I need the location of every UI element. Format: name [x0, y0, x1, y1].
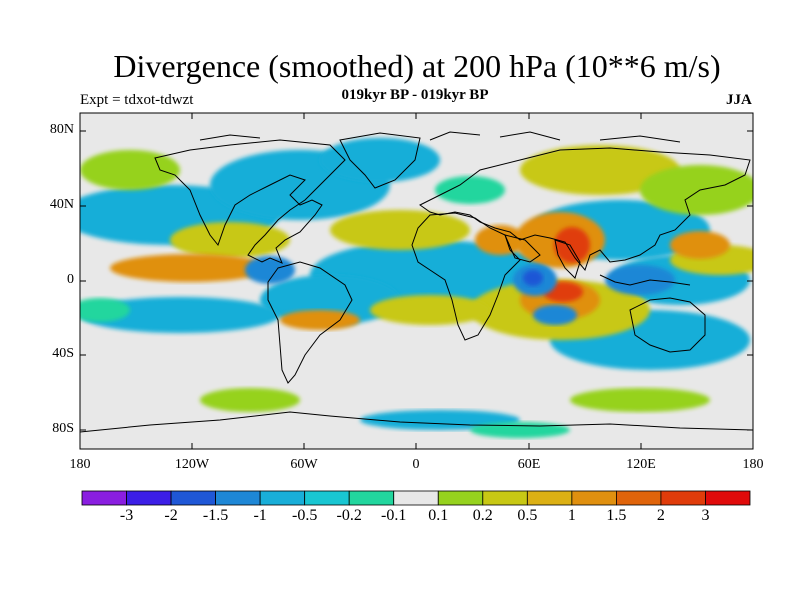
season-label: JJA: [726, 92, 752, 108]
experiment-label: Expt = tdxot-tdwzt: [80, 92, 194, 108]
colorbar-label: -0.2: [336, 507, 362, 524]
colorbar-swatch: [170, 490, 216, 506]
field-layer: [80, 113, 753, 449]
colorbar-swatch: [304, 490, 350, 506]
field-patch: [320, 138, 440, 182]
coastline-south-america: [267, 261, 353, 384]
colorbar-label: -0.1: [381, 507, 407, 524]
coastline-antarctica: [80, 411, 753, 433]
field-patch: [670, 231, 730, 259]
field-patch: [110, 254, 270, 282]
colorbar-swatch: [348, 490, 395, 506]
field-patch: [80, 298, 130, 322]
lon-label-120w: 120W: [174, 457, 210, 472]
field-patch: [523, 270, 543, 286]
coastline-greenland: [339, 132, 421, 189]
lat-label-40n: 40N: [49, 197, 74, 212]
colorbar-swatch: [259, 490, 306, 506]
coastline-north-america: [154, 139, 346, 264]
coastlines: [80, 131, 753, 433]
coastline-arctic-islands: [199, 131, 681, 143]
field-patch: [520, 145, 680, 195]
colorbar-label: 0.1: [428, 507, 449, 524]
colorbar-label: 3: [701, 507, 710, 524]
field-patch: [533, 305, 577, 325]
colorbar-swatch: [393, 490, 439, 506]
colorbar-label: -1.5: [202, 507, 229, 524]
colorbar-swatch: [616, 490, 662, 506]
colorbar-label: 0.2: [472, 507, 493, 524]
coastline-australia: [629, 297, 706, 353]
colorbar-swatch: [437, 490, 484, 506]
colorbar-label: 1.5: [606, 507, 627, 524]
lon-label-0: 0: [412, 457, 420, 472]
colorbar-swatch: [526, 490, 573, 506]
colorbar-swatch: [482, 490, 528, 506]
period-subtitle: 019kyr BP - 019kyr BP: [341, 87, 489, 103]
field-patch: [605, 265, 675, 295]
field-patch: [470, 422, 570, 438]
field-patch: [330, 210, 470, 250]
field-patch: [435, 176, 505, 204]
map-title: Divergence (smoothed) at 200 hPa (10**6 …: [113, 48, 721, 84]
coastline-africa: [411, 212, 521, 341]
colorbar-label: -3: [119, 507, 134, 524]
colorbar-label: -2: [164, 507, 178, 524]
field-patch: [170, 222, 290, 258]
coastline-indonesia: [599, 274, 691, 286]
coastline-eurasia: [419, 147, 751, 272]
lat-label-40s: 40S: [52, 346, 74, 361]
field-patch: [554, 227, 590, 263]
colorbar-swatch: [660, 490, 706, 506]
colorbar-swatch: [81, 490, 127, 506]
lon-label-60e: 60E: [517, 457, 541, 472]
lat-ticks: [80, 130, 753, 431]
field-patch: [80, 297, 280, 333]
field-patch: [200, 388, 300, 412]
lon-label-60w: 60W: [290, 457, 318, 472]
colorbar-swatch: [705, 490, 751, 506]
lat-label-80s: 80S: [52, 421, 74, 436]
lat-label-0: 0: [67, 272, 74, 287]
colorbar-label: 0.5: [517, 507, 538, 524]
colorbar-label: -0.5: [291, 507, 318, 524]
field-patch: [80, 150, 180, 190]
field-patch: [370, 295, 490, 325]
lon-label-180e: 180: [742, 457, 764, 472]
field-patch: [570, 388, 710, 412]
lon-label-120e: 120E: [626, 457, 656, 472]
colorbar-swatch: [571, 490, 617, 506]
colorbar-label: 2: [656, 507, 665, 524]
colorbar-swatch: [126, 490, 172, 506]
lat-label-80n: 80N: [49, 122, 74, 137]
colorbar: [81, 490, 751, 506]
field-patch: [280, 310, 360, 330]
lon-label-180w: 180: [69, 457, 91, 472]
coastline-arabia-india: [504, 234, 581, 279]
field-patch: [475, 225, 525, 255]
field-patch: [640, 165, 753, 215]
colorbar-label: -1: [253, 507, 267, 524]
colorbar-label: 1: [567, 507, 576, 524]
lon-ticks: [79, 113, 754, 449]
colorbar-swatch: [215, 490, 261, 506]
